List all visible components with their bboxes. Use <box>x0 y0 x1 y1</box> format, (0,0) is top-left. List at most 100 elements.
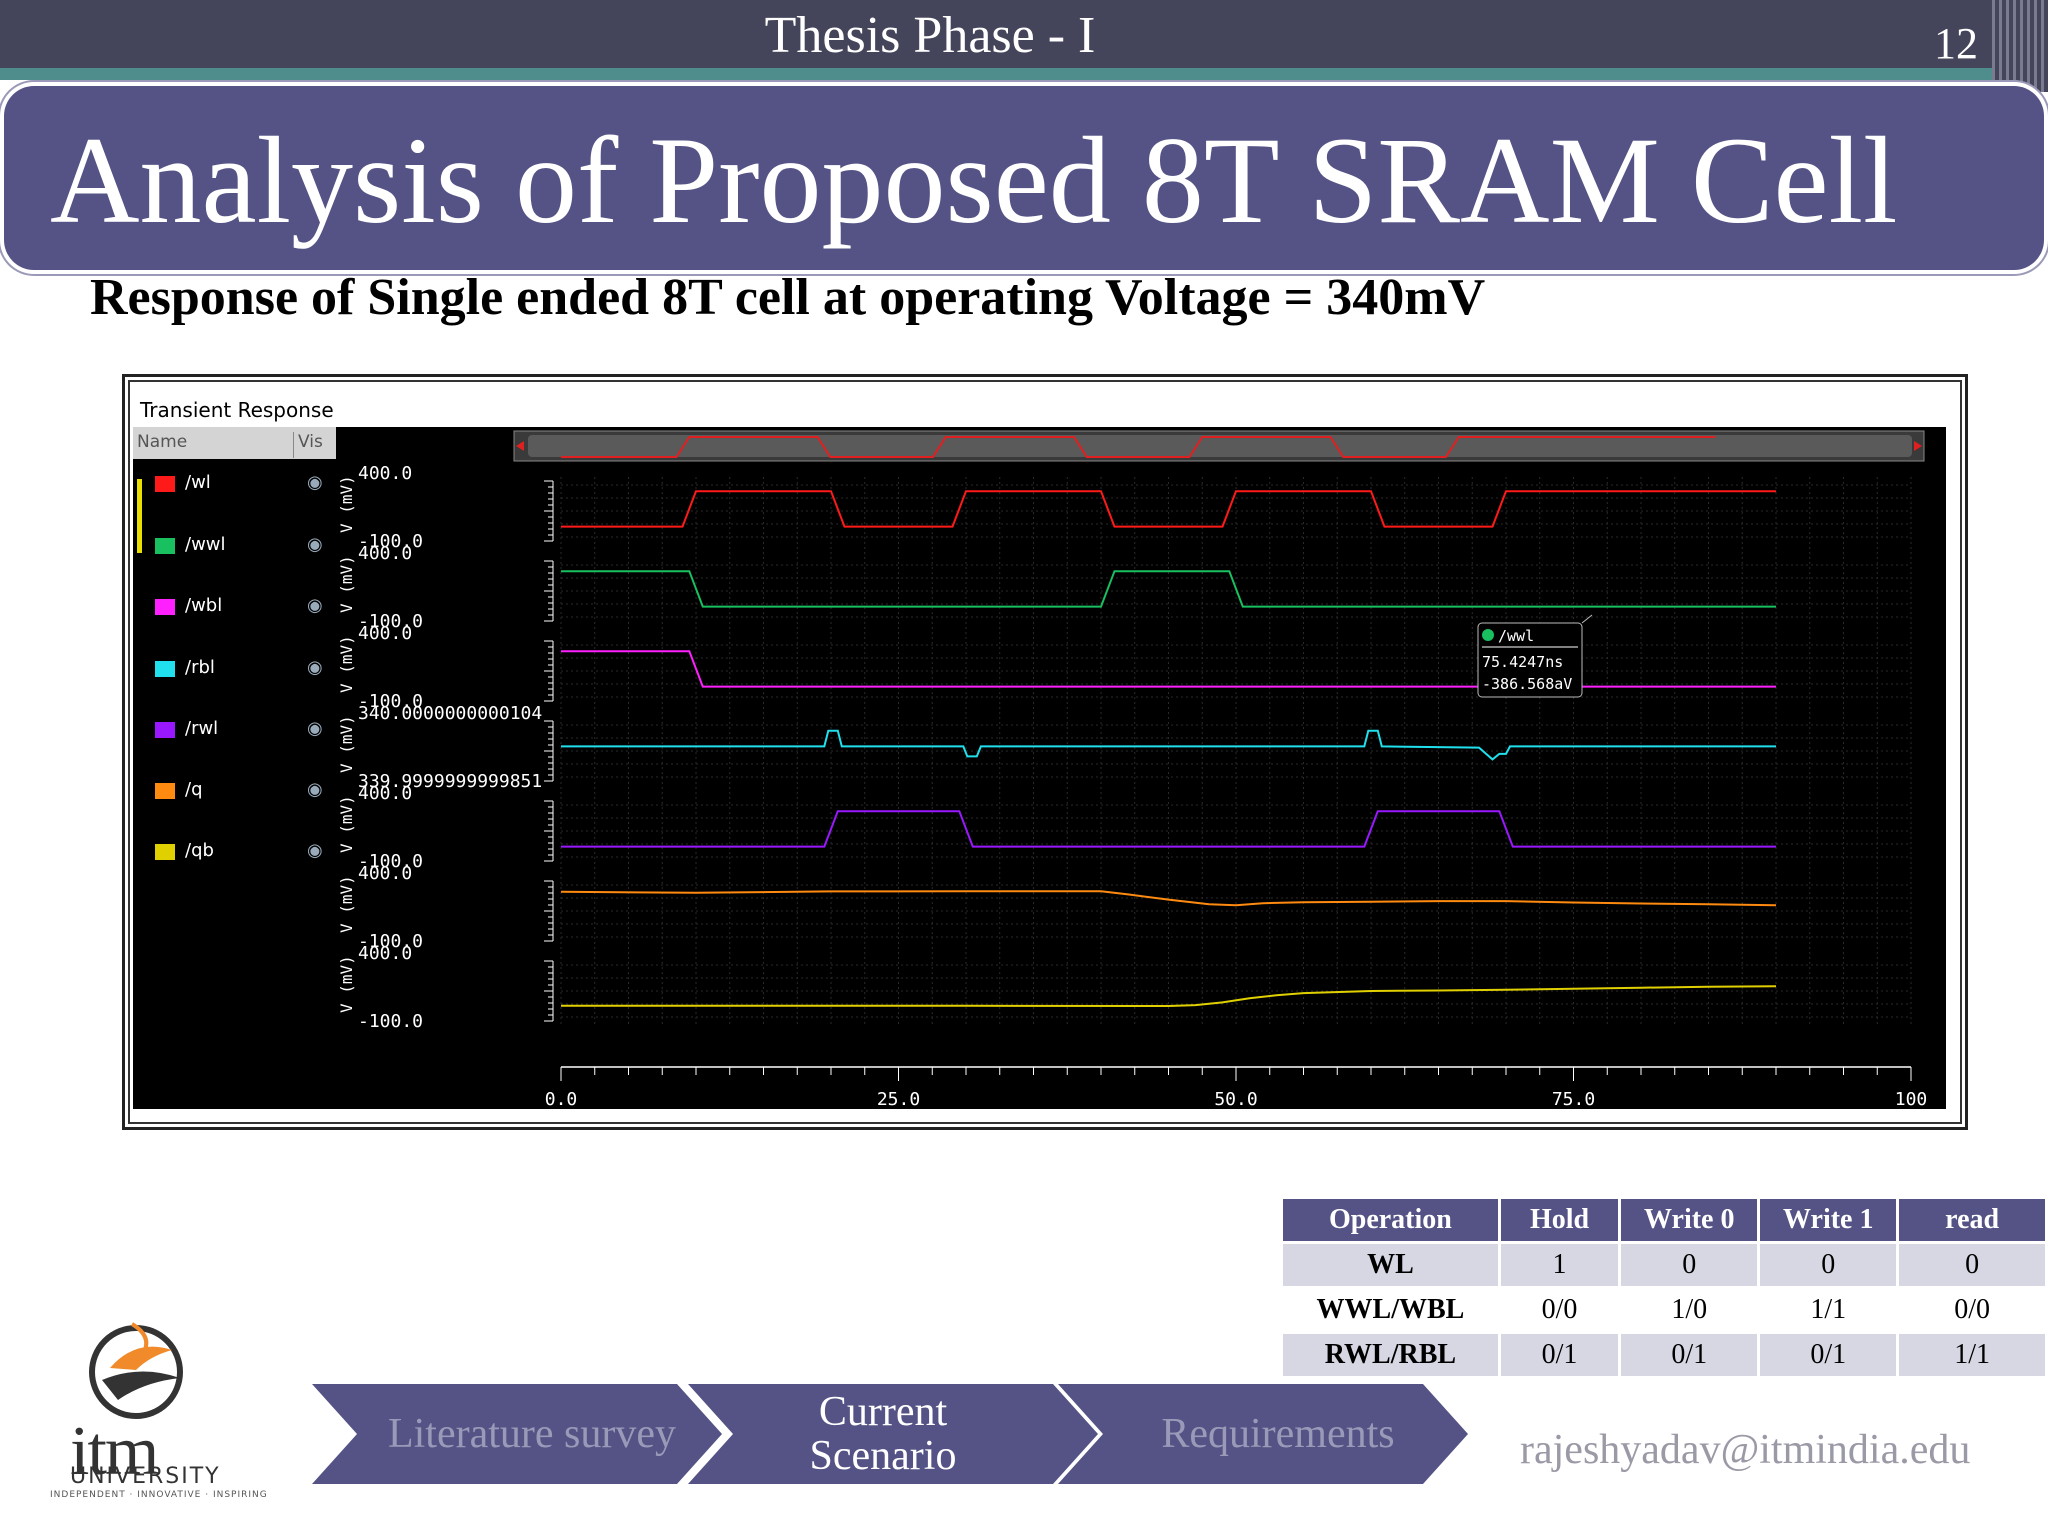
itm-logo-icon <box>89 1322 183 1419</box>
x-tick-label: 25.0 <box>877 1089 920 1109</box>
window-title-text: Transient Response <box>140 398 334 422</box>
logo-university: UNIVERSITY <box>70 1464 221 1489</box>
table-cell: 0/0 <box>1899 1289 2045 1331</box>
x-tick-label: 50.0 <box>1214 1089 1257 1109</box>
title-band <box>4 86 2044 270</box>
visibility-eye-icon[interactable]: ◉ <box>307 534 323 555</box>
legend-swatch <box>155 538 175 554</box>
marker-time: 75.4247ns <box>1482 653 1563 671</box>
section-label: Thesis Phase - I <box>764 7 1096 64</box>
waveform-plot: 400.0 -100.0 V (mV) 400.0 -100.0 V (mV) 400.0-… <box>336 427 1946 1134</box>
slide-title: Analysis of Proposed 8T SRAM Cell <box>50 112 1898 249</box>
table-header: read <box>1899 1199 2045 1241</box>
table-cell: RWL/RBL <box>1283 1334 1498 1376</box>
nav-requirements[interactable]: Requirements <box>1058 1384 1468 1484</box>
table-cell: 1/1 <box>1760 1289 1897 1331</box>
table-cell: 1/1 <box>1899 1334 2045 1376</box>
y-tick-label: -100.0 <box>358 611 423 632</box>
visibility-eye-icon[interactable]: ◉ <box>307 779 323 800</box>
table-cell: 0/1 <box>1621 1334 1758 1376</box>
legend-label: /wbl <box>185 595 223 616</box>
legend-swatch <box>155 783 175 799</box>
waveform-trace <box>561 570 1776 608</box>
y-axis-label: V (mV) <box>337 875 356 933</box>
legend-name-column: Name <box>137 432 188 452</box>
nav-label: Literature survey <box>387 1411 677 1457</box>
table-cell: 1/0 <box>1621 1289 1758 1331</box>
table-cell: 0/1 <box>1500 1334 1619 1376</box>
table-cell: 1 <box>1500 1244 1619 1286</box>
legend-swatch <box>155 722 175 738</box>
waveform-trace <box>561 810 1776 848</box>
marker-value: -386.568aV <box>1482 675 1572 693</box>
table-row: RWL/RBL 0/1 0/1 0/1 1/1 <box>1283 1334 2045 1376</box>
y-tick-label: 400.0 <box>358 623 412 644</box>
page-number: 12 <box>1934 19 1978 68</box>
visibility-eye-icon[interactable]: ◉ <box>307 840 323 861</box>
table-cell: 0/0 <box>1500 1289 1619 1331</box>
visibility-eye-icon[interactable]: ◉ <box>307 472 323 493</box>
marker-leader <box>1581 614 1593 624</box>
legend-header: Name Vis <box>133 427 336 459</box>
y-tick-label: -100.0 <box>358 851 423 872</box>
legend-label: /q <box>185 779 203 800</box>
table-cell: 0 <box>1899 1244 2045 1286</box>
waveform-svg: 400.0-100.0V (mV)400.0-100.0V (mV)400.0-… <box>337 430 1928 1134</box>
chevron-shape <box>312 1384 722 1484</box>
contact-email: rajeshyadav@itmindia.edu <box>1520 1427 1971 1473</box>
y-axis-label: V (mV) <box>337 955 356 1013</box>
waveform-trace <box>560 890 1777 907</box>
legend-label: /rwl <box>185 718 219 739</box>
table-row: WL 1 0 0 0 <box>1283 1244 2045 1286</box>
visibility-eye-icon[interactable]: ◉ <box>307 595 323 616</box>
marker-signal: /wwl <box>1498 627 1534 645</box>
y-axis-label: V (mV) <box>337 475 356 533</box>
waveform-window-title: Transient Response <box>130 393 1946 425</box>
legend-label: /rbl <box>185 657 215 678</box>
waveform-trace <box>561 650 1776 688</box>
y-tick-label: 400.0 <box>358 463 412 484</box>
table-cell: 0 <box>1621 1244 1758 1286</box>
waveform-trace <box>561 490 1776 528</box>
y-tick-label: 400.0 <box>358 543 412 564</box>
legend-swatch <box>155 599 175 615</box>
nav-current-scenario[interactable]: Current Scenario <box>688 1384 1098 1484</box>
table-header: Write 0 <box>1621 1199 1758 1241</box>
y-tick-label: 400.0 <box>358 783 412 804</box>
overview-trace <box>561 436 1716 458</box>
y-tick-label: -100.0 <box>358 1011 423 1032</box>
chevron-shape <box>688 1384 1098 1484</box>
legend-label: /wwl <box>185 534 226 555</box>
table-header: Hold <box>1500 1199 1619 1241</box>
y-tick-label: 400.0 <box>358 943 412 964</box>
scrollbar-thumb <box>528 435 1912 457</box>
legend-label: /wl <box>185 472 211 493</box>
marker-dot-icon <box>1482 629 1494 641</box>
visibility-eye-icon[interactable]: ◉ <box>307 718 323 739</box>
x-tick-label: 0.0 <box>545 1089 578 1109</box>
chevron-shape <box>1058 1384 1468 1484</box>
x-tick-label: 100 <box>1895 1089 1928 1109</box>
nav-label: Current Scenario <box>809 1389 957 1479</box>
table-header: Write 1 <box>1760 1199 1897 1241</box>
legend-swatch <box>155 661 175 677</box>
operation-table: Operation Hold Write 0 Write 1 read WL 1… <box>1280 1196 2048 1379</box>
table-header-row: Operation Hold Write 0 Write 1 read <box>1283 1199 2045 1241</box>
logo-tagline: INDEPENDENT · INNOVATIVE · INSPIRING <box>50 1490 268 1500</box>
logo-wordmark: itm <box>70 1413 159 1490</box>
top-bar-accent <box>0 68 2048 80</box>
nav-literature-survey[interactable]: Literature survey <box>312 1384 722 1484</box>
nav-label: Requirements <box>1161 1411 1395 1457</box>
waveform-trace <box>561 729 1776 761</box>
scroll-right-icon <box>1914 441 1922 451</box>
legend-swatch <box>155 476 175 492</box>
y-tick-label: -100.0 <box>358 531 423 552</box>
slide-subtitle: Response of Single ended 8T cell at oper… <box>90 269 1486 326</box>
legend-swatch <box>155 844 175 860</box>
table-cell: 0/1 <box>1760 1334 1897 1376</box>
table-cell: WWL/WBL <box>1283 1289 1498 1331</box>
visibility-eye-icon[interactable]: ◉ <box>307 657 323 678</box>
waveform-trace <box>561 985 1777 1008</box>
decorative-stripes <box>1992 0 2048 92</box>
y-tick-label: -100.0 <box>358 691 423 712</box>
